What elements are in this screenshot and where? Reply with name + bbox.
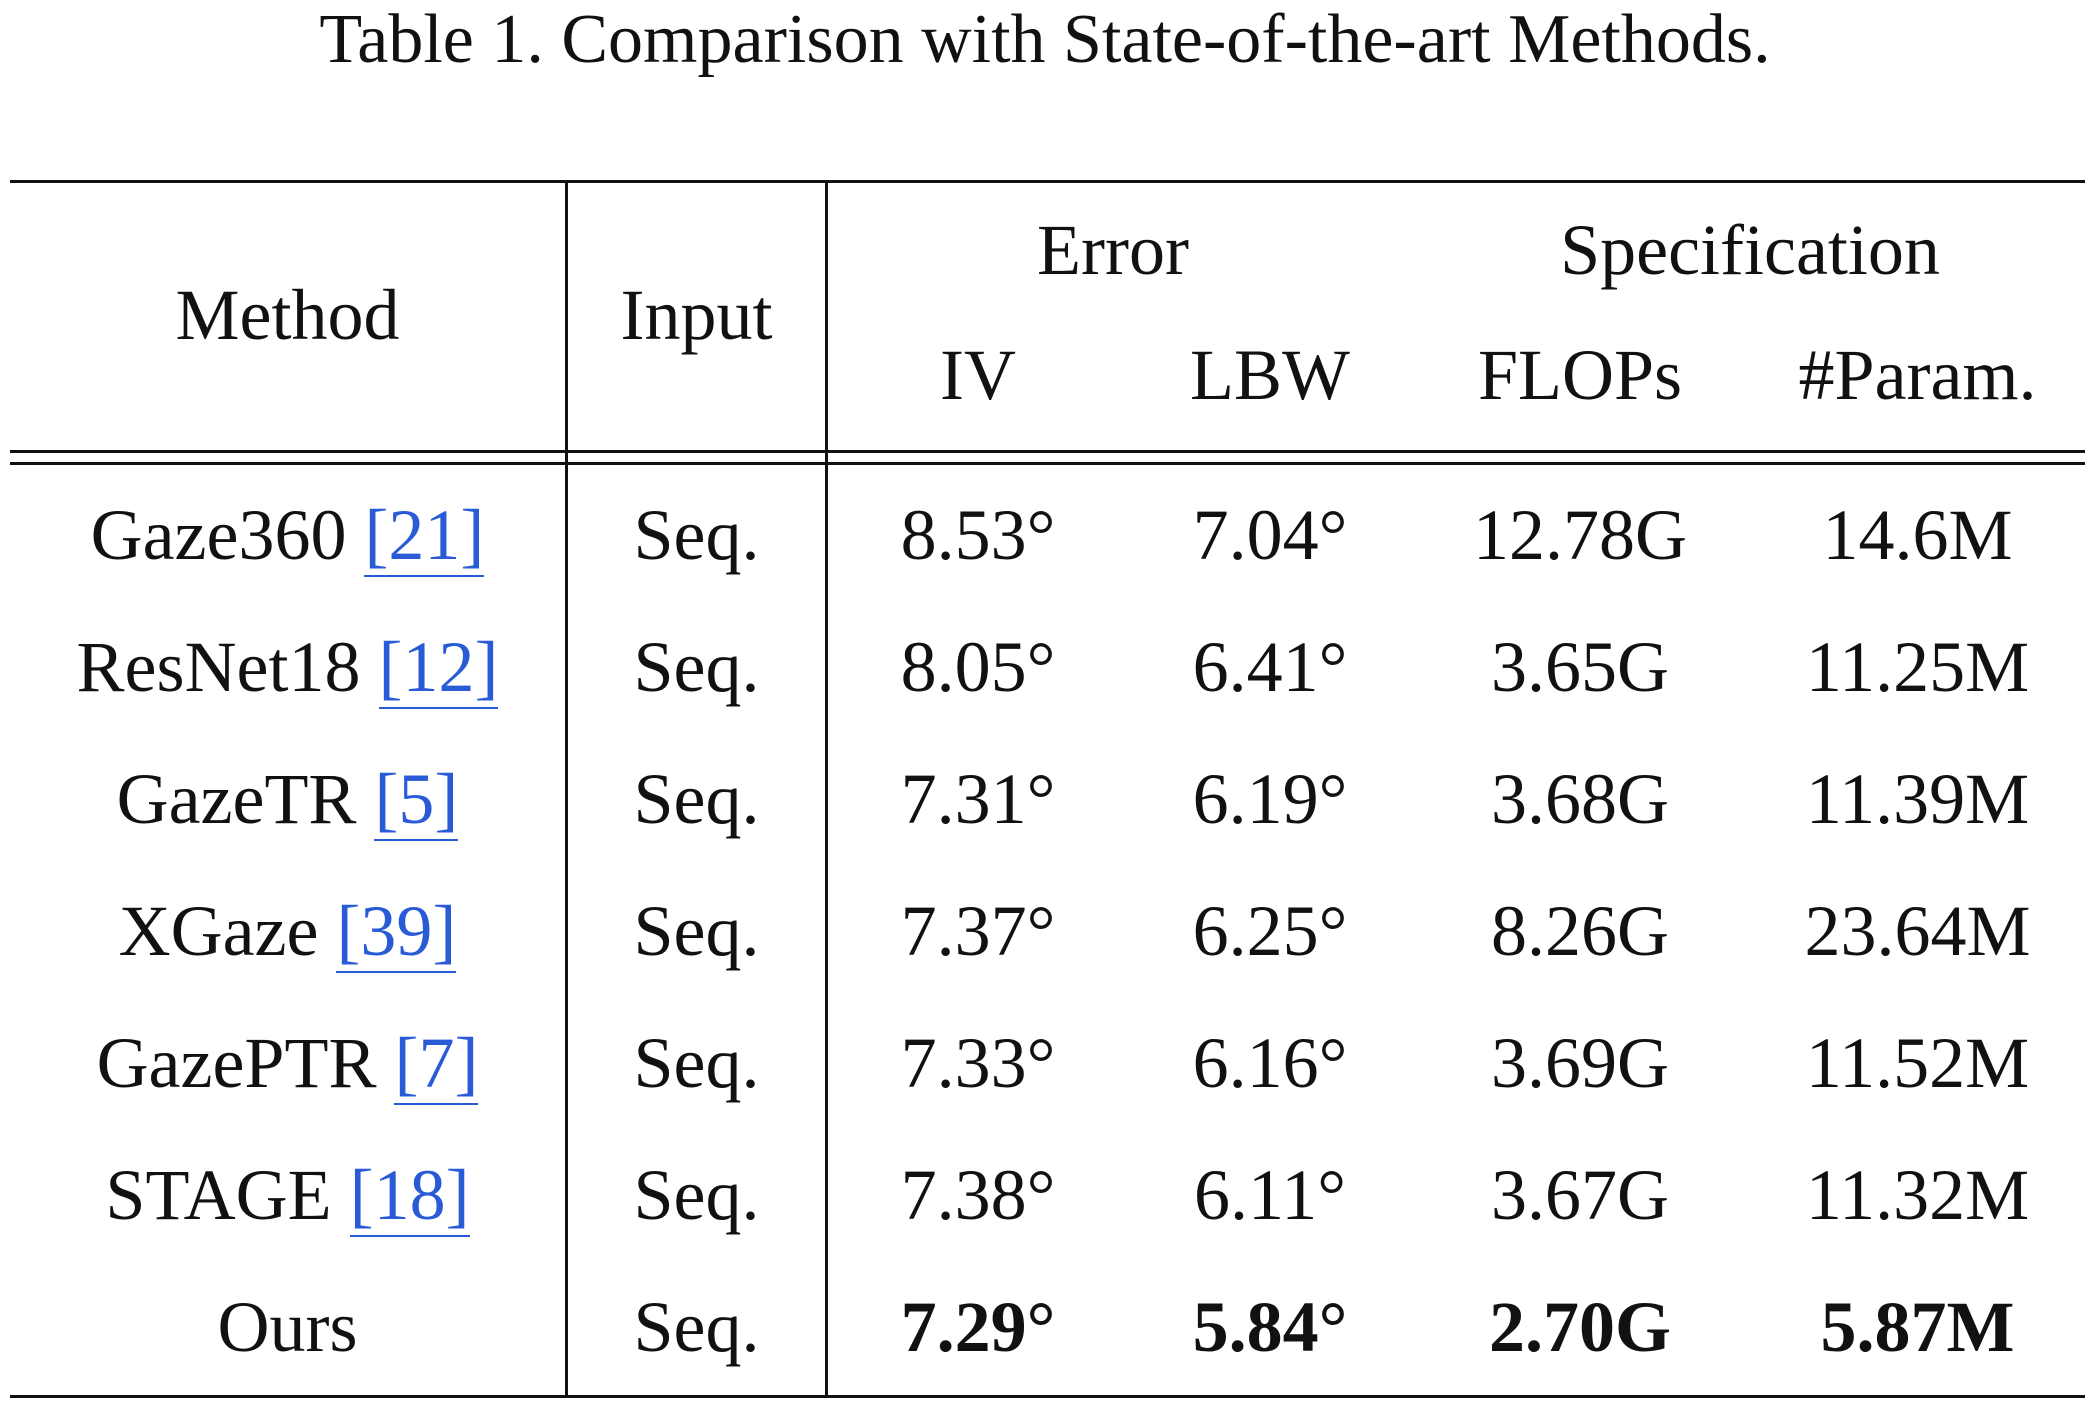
method-name: ResNet18	[76, 627, 361, 707]
header-specification-group: Specification	[1560, 210, 1940, 290]
header-flops: FLOPs	[1477, 335, 1683, 415]
table-row-xgaze: XGaze [39]	[10, 886, 565, 976]
top-rule	[10, 180, 2085, 183]
params-cell: 11.39M	[1805, 759, 2030, 839]
table-caption: Table 1. Comparison with State-of-the-ar…	[319, 1, 1771, 78]
lbw-cell: 6.11°	[1193, 1155, 1347, 1235]
header-double-rule-lower	[10, 462, 2085, 465]
header-iv: IV	[940, 335, 1016, 415]
method-name: Ours	[217, 1287, 358, 1367]
header-input: Input	[620, 275, 773, 355]
flops-cell: 3.69G	[1491, 1023, 1669, 1103]
header-error-group: Error	[1037, 210, 1189, 290]
table-row-gazetr: GazeTR [5]	[10, 754, 565, 844]
table-row-gazeptr: GazePTR [7]	[10, 1018, 565, 1108]
lbw-cell: 6.19°	[1192, 759, 1348, 839]
params-cell: 11.52M	[1805, 1023, 2030, 1103]
input-cell: Seq.	[633, 1287, 760, 1367]
table-row-gaze360: Gaze360 [21]	[10, 490, 565, 580]
params-cell: 23.64M	[1804, 891, 2031, 971]
flops-cell: 3.65G	[1491, 627, 1669, 707]
input-cell: Seq.	[633, 759, 760, 839]
table-row-resnet18: ResNet18 [12]	[10, 622, 565, 712]
citation-link[interactable]: [5]	[374, 759, 459, 841]
input-cell: Seq.	[633, 1155, 760, 1235]
params-cell: 14.6M	[1822, 495, 2013, 575]
flops-cell: 3.68G	[1491, 759, 1669, 839]
params-cell: 11.32M	[1805, 1155, 2030, 1235]
lbw-cell: 6.16°	[1192, 1023, 1348, 1103]
citation-link[interactable]: [18]	[349, 1155, 470, 1237]
iv-cell: 7.37°	[900, 891, 1056, 971]
citation-link[interactable]: [12]	[378, 627, 499, 709]
iv-cell: 8.53°	[900, 495, 1056, 575]
iv-cell: 7.31°	[900, 759, 1056, 839]
lbw-cell: 7.04°	[1192, 495, 1348, 575]
method-name: GazePTR	[96, 1023, 377, 1103]
params-cell: 11.25M	[1805, 627, 2030, 707]
input-cell: Seq.	[633, 627, 760, 707]
iv-cell-best: 7.29°	[900, 1287, 1056, 1367]
header-params: #Param.	[1798, 335, 2037, 415]
input-cell: Seq.	[633, 891, 760, 971]
method-name: STAGE	[105, 1155, 332, 1235]
params-cell-best: 5.87M	[1820, 1287, 2015, 1367]
input-cell: Seq.	[633, 495, 760, 575]
flops-cell-best: 2.70G	[1488, 1287, 1671, 1367]
table-row-stage: STAGE [18]	[10, 1150, 565, 1240]
input-cell: Seq.	[633, 1023, 760, 1103]
table-row-ours: Ours	[10, 1282, 565, 1372]
flops-cell: 8.26G	[1491, 891, 1669, 971]
citation-link[interactable]: [21]	[364, 495, 485, 577]
column-divider-input	[825, 180, 828, 1398]
header-double-rule-upper	[10, 450, 2085, 453]
flops-cell: 12.78G	[1473, 495, 1687, 575]
comparison-table: Method Input Error Specification IV LBW …	[10, 180, 2085, 1400]
method-name: Gaze360	[90, 495, 347, 575]
lbw-cell-best: 5.84°	[1192, 1287, 1348, 1367]
bottom-rule	[10, 1395, 2085, 1398]
flops-cell: 3.67G	[1491, 1155, 1669, 1235]
column-divider-method	[565, 180, 568, 1398]
iv-cell: 7.38°	[900, 1155, 1056, 1235]
method-name: GazeTR	[116, 759, 357, 839]
iv-cell: 7.33°	[900, 1023, 1056, 1103]
citation-link[interactable]: [39]	[336, 891, 457, 973]
method-name: XGaze	[118, 891, 319, 971]
iv-cell: 8.05°	[900, 627, 1056, 707]
header-method: Method	[175, 275, 400, 355]
citation-link[interactable]: [7]	[394, 1023, 479, 1105]
header-lbw: LBW	[1190, 335, 1350, 415]
lbw-cell: 6.41°	[1192, 627, 1348, 707]
lbw-cell: 6.25°	[1192, 891, 1348, 971]
